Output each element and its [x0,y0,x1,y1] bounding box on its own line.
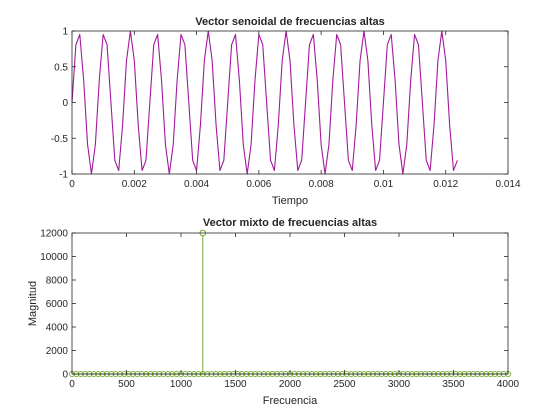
bottom-xtick-label: 4000 [497,379,520,390]
top-ytick-label: 0.5 [54,62,68,73]
bottom-ytick-label: 6000 [46,299,69,310]
bottom-xtick-label: 500 [118,379,135,390]
bottom-xtick-label: 2500 [333,379,356,390]
bottom-plot-axes-box [71,232,509,375]
top-xtick-label: 0.008 [309,179,334,190]
bottom-subplot: Vector mixto de frecuencias altas 0 500 10… [27,217,520,407]
bottom-xtick-label: 2000 [279,379,302,390]
bottom-xtick-label: 0 [69,379,75,390]
bottom-xtick-label: 1500 [224,379,247,390]
bottom-plot-xlabel: Frecuencia [263,395,318,407]
bottom-ytick-label: 0 [62,370,68,381]
top-xtick-label: 0.004 [184,179,209,190]
top-ytick-label: 0 [62,98,68,109]
sine-series-line [71,30,458,175]
top-ytick-label: -1 [59,170,68,181]
bottom-ytick-label: 10000 [40,252,68,263]
top-xtick-label: 0.002 [122,179,147,190]
bottom-ytick-label: 12000 [40,229,68,240]
top-ytick-label: -0.5 [51,134,69,145]
bottom-ytick-label: 4000 [46,323,69,334]
bottom-xtick-label: 3000 [388,379,411,390]
top-plot-xlabel: Tiempo [272,195,308,207]
top-plot-title: Vector senoidal de frecuencias altas [195,16,385,28]
bottom-plot-title: Vector mixto de frecuencias altas [203,217,377,229]
top-xtick-label: 0.006 [246,179,271,190]
top-xtick-label: 0 [69,179,75,190]
top-plot-axes-box [71,30,509,175]
top-ytick-label: 1 [62,27,68,38]
bottom-ytick-label: 2000 [46,346,69,357]
top-xtick-label: 0.012 [433,179,458,190]
top-xtick-label: 0.014 [495,179,520,190]
top-plot-series [71,30,458,175]
bottom-plot-ylabel: Magnitud [27,281,39,326]
bottom-ytick-label: 8000 [46,276,69,287]
bottom-xtick-label: 3500 [442,379,465,390]
top-subplot: Vector senoidal de frecuencias altas 0 0.… [51,16,521,207]
bottom-xtick-label: 1000 [170,379,193,390]
top-xtick-label: 0.01 [374,179,394,190]
